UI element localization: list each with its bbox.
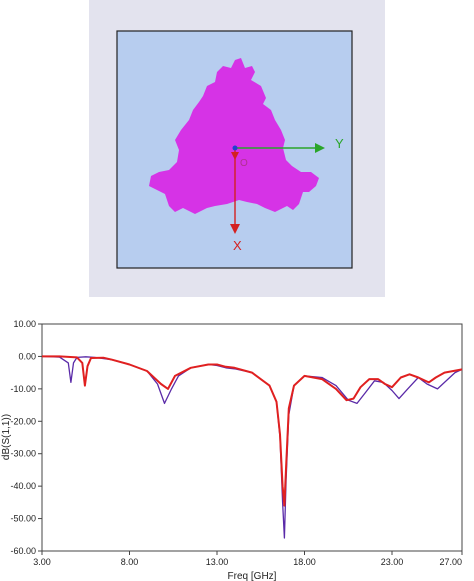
- y-axis-ticks: 10.00 0.00 -10.00 -20.00 -30.00 -40.00 -50.00 -…: [10, 319, 42, 556]
- series-layer: [41, 355, 463, 539]
- y-tick-label: -30.00: [10, 449, 36, 459]
- y-tick-label: 0.00: [18, 351, 36, 361]
- y-tick-label: -20.00: [10, 416, 36, 426]
- axis-y-label: Y: [335, 136, 344, 151]
- axis-z-arrow-icon: [231, 152, 239, 160]
- x-tick-label: 23.00: [381, 557, 404, 567]
- series-line-2: [42, 355, 463, 507]
- x-tick-label: 27.00: [439, 557, 462, 567]
- axis-x-arrow-icon: [230, 224, 240, 234]
- s11-plot-panel: 3.00 8.00 13.00 18.00 23.00 27.00 10.00 0.00 -1…: [0, 310, 474, 581]
- x-axis-ticks: 3.00 8.00 13.00 18.00 23.00 27.00: [33, 551, 463, 567]
- antenna-geometry: Y X O: [116, 30, 353, 269]
- x-axis-title: Freq [GHz]: [228, 571, 277, 581]
- origin-label: O: [240, 158, 248, 169]
- x-tick-label: 18.00: [293, 557, 316, 567]
- axis-x-label: X: [233, 238, 242, 253]
- antenna-panel: Y X O: [89, 0, 385, 297]
- y-tick-label: -40.00: [10, 481, 36, 491]
- y-axis-title: dB(S(1,1)): [1, 414, 12, 460]
- y-tick-label: 10.00: [13, 319, 36, 329]
- x-tick-label: 8.00: [121, 557, 139, 567]
- y-tick-label: -60.00: [10, 546, 36, 556]
- y-tick-label: -10.00: [10, 384, 36, 394]
- x-tick-label: 3.00: [33, 557, 51, 567]
- plot-area: [41, 323, 463, 552]
- y-tick-label: -50.00: [10, 514, 36, 524]
- coordinate-axes: Y X O: [230, 136, 344, 253]
- s11-chart: 3.00 8.00 13.00 18.00 23.00 27.00 10.00 0.00 -1…: [1, 319, 463, 581]
- origin-dot: [232, 145, 238, 151]
- fractal-patch: [149, 58, 319, 214]
- axis-y-arrow-icon: [315, 143, 325, 153]
- x-tick-label: 13.00: [206, 557, 229, 567]
